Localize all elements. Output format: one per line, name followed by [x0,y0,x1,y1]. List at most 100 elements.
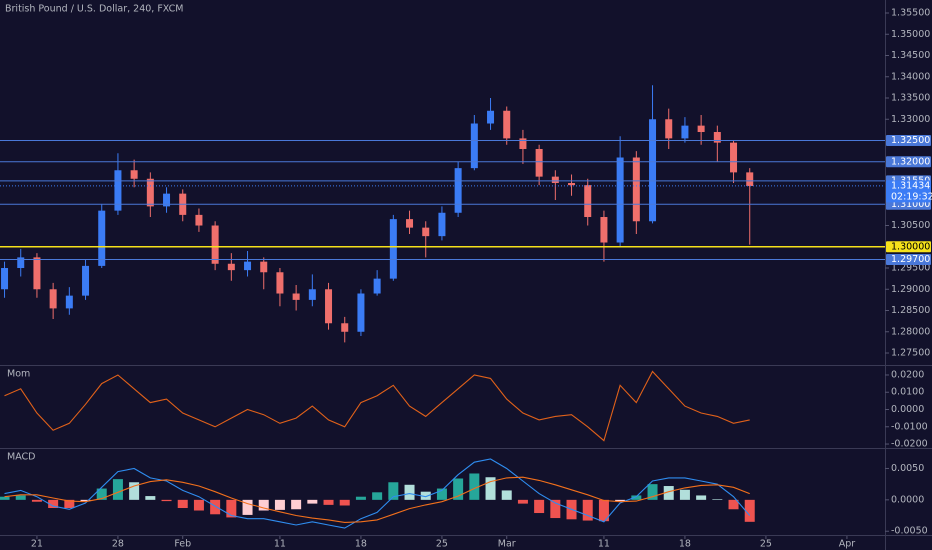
last-price-label: 1.31434 [891,180,930,191]
histogram-bar [355,496,366,500]
x-tick-label: 21 [31,539,43,550]
histogram-bar [436,488,447,500]
histogram-bar [647,484,658,500]
histogram-bar [323,499,334,505]
candle-body [244,261,252,271]
candle-body [130,170,138,179]
x-tick-label: 25 [760,539,772,550]
histogram-bar [388,482,399,500]
price-level-label: 1.29700 [891,254,930,265]
y-tick-label: 1.34000 [891,71,930,82]
histogram-bar [258,499,269,511]
histogram-bar [582,499,593,521]
histogram-bar [420,491,431,500]
candle-body [616,157,624,243]
candle-body [146,178,154,207]
candle-body [406,219,414,228]
y-tick-label: 1.35500 [891,8,930,19]
candle-body [163,193,171,207]
y-tick-label: 1.28500 [891,305,930,316]
histogram-bar [242,499,253,515]
candle-body [730,142,738,173]
candle-body [65,295,73,309]
histogram-bar [193,499,204,511]
candle-body [292,293,300,300]
y-tick-label: -0.0200 [891,439,928,450]
candle-body [276,272,284,294]
price-level-label: 1.32000 [891,156,930,167]
histogram-bar [372,492,383,500]
histogram-bar [615,499,626,502]
y-tick-label: 0.0100 [891,387,924,398]
y-tick-label: 0.0000 [891,404,924,415]
histogram-bar [48,499,59,509]
candle-body [584,185,592,218]
candle-body [438,212,446,237]
candle-body [33,257,41,290]
histogram-bar [129,482,140,500]
x-tick-label: Mar [498,539,516,550]
candle-body [389,219,397,279]
histogram-bar [404,484,415,500]
histogram-bar [64,499,75,509]
histogram-bar [80,499,91,502]
price-level-label: 1.31000 [891,199,930,210]
candle-body [746,172,754,186]
x-tick-label: 18 [355,539,367,550]
candle-body [649,119,657,222]
y-tick-label: 1.29000 [891,284,930,295]
candle-body [325,289,333,324]
chart-title: British Pound / U.S. Dollar, 240, FXCM [5,4,183,15]
y-tick-label: 1.27500 [891,348,930,359]
candle-body [357,293,365,332]
candle-body [17,257,25,269]
histogram-bar [631,495,642,500]
candle-body [82,265,90,296]
y-tick-label: -0.0050 [891,526,928,537]
histogram-bar [145,496,156,500]
histogram-bar [274,499,285,510]
candle-body [422,227,430,237]
candle-body [195,214,203,226]
x-tick-label: Apr [839,539,856,550]
y-tick-label: 1.29500 [891,263,930,274]
candle-body [632,157,640,222]
candle-body [49,289,57,309]
histogram-bar [679,489,690,500]
histogram-bar [161,499,172,502]
price-level-tag [886,156,931,168]
candle-body [665,119,673,139]
last-price-tag [886,180,931,203]
y-tick-label: 1.30500 [891,220,930,231]
y-tick-label: 0.0200 [891,369,924,380]
candle-body [98,210,106,266]
signal-line [4,476,750,523]
candle-body [551,176,559,184]
x-tick-label: 11 [274,539,286,550]
y-tick-label: 1.33000 [891,114,930,125]
histogram-bar [744,499,755,522]
candle-body [373,278,381,294]
candle-body [697,125,705,133]
price-level-label: 1.32500 [891,135,930,146]
histogram-bar [0,496,10,500]
y-tick-label: 0.0000 [891,494,924,505]
price-level-tag [886,254,931,266]
candle-body [308,289,316,300]
histogram-bar [339,499,350,506]
histogram-bar [550,499,561,519]
candle-body [260,261,268,273]
histogram-bar [712,499,723,500]
x-tick-label: Feb [174,539,191,550]
histogram-bar [307,499,318,504]
x-tick-label: 28 [112,539,124,550]
y-tick-label: 1.28000 [891,326,930,337]
histogram-bar [291,499,302,510]
histogram-bar [534,499,545,514]
x-tick-label: 11 [598,539,610,550]
histogram-bar [96,488,107,500]
x-tick-label: 25 [436,539,448,550]
candle-body [454,168,462,213]
histogram-bar [112,479,123,500]
histogram-bar [501,490,512,500]
